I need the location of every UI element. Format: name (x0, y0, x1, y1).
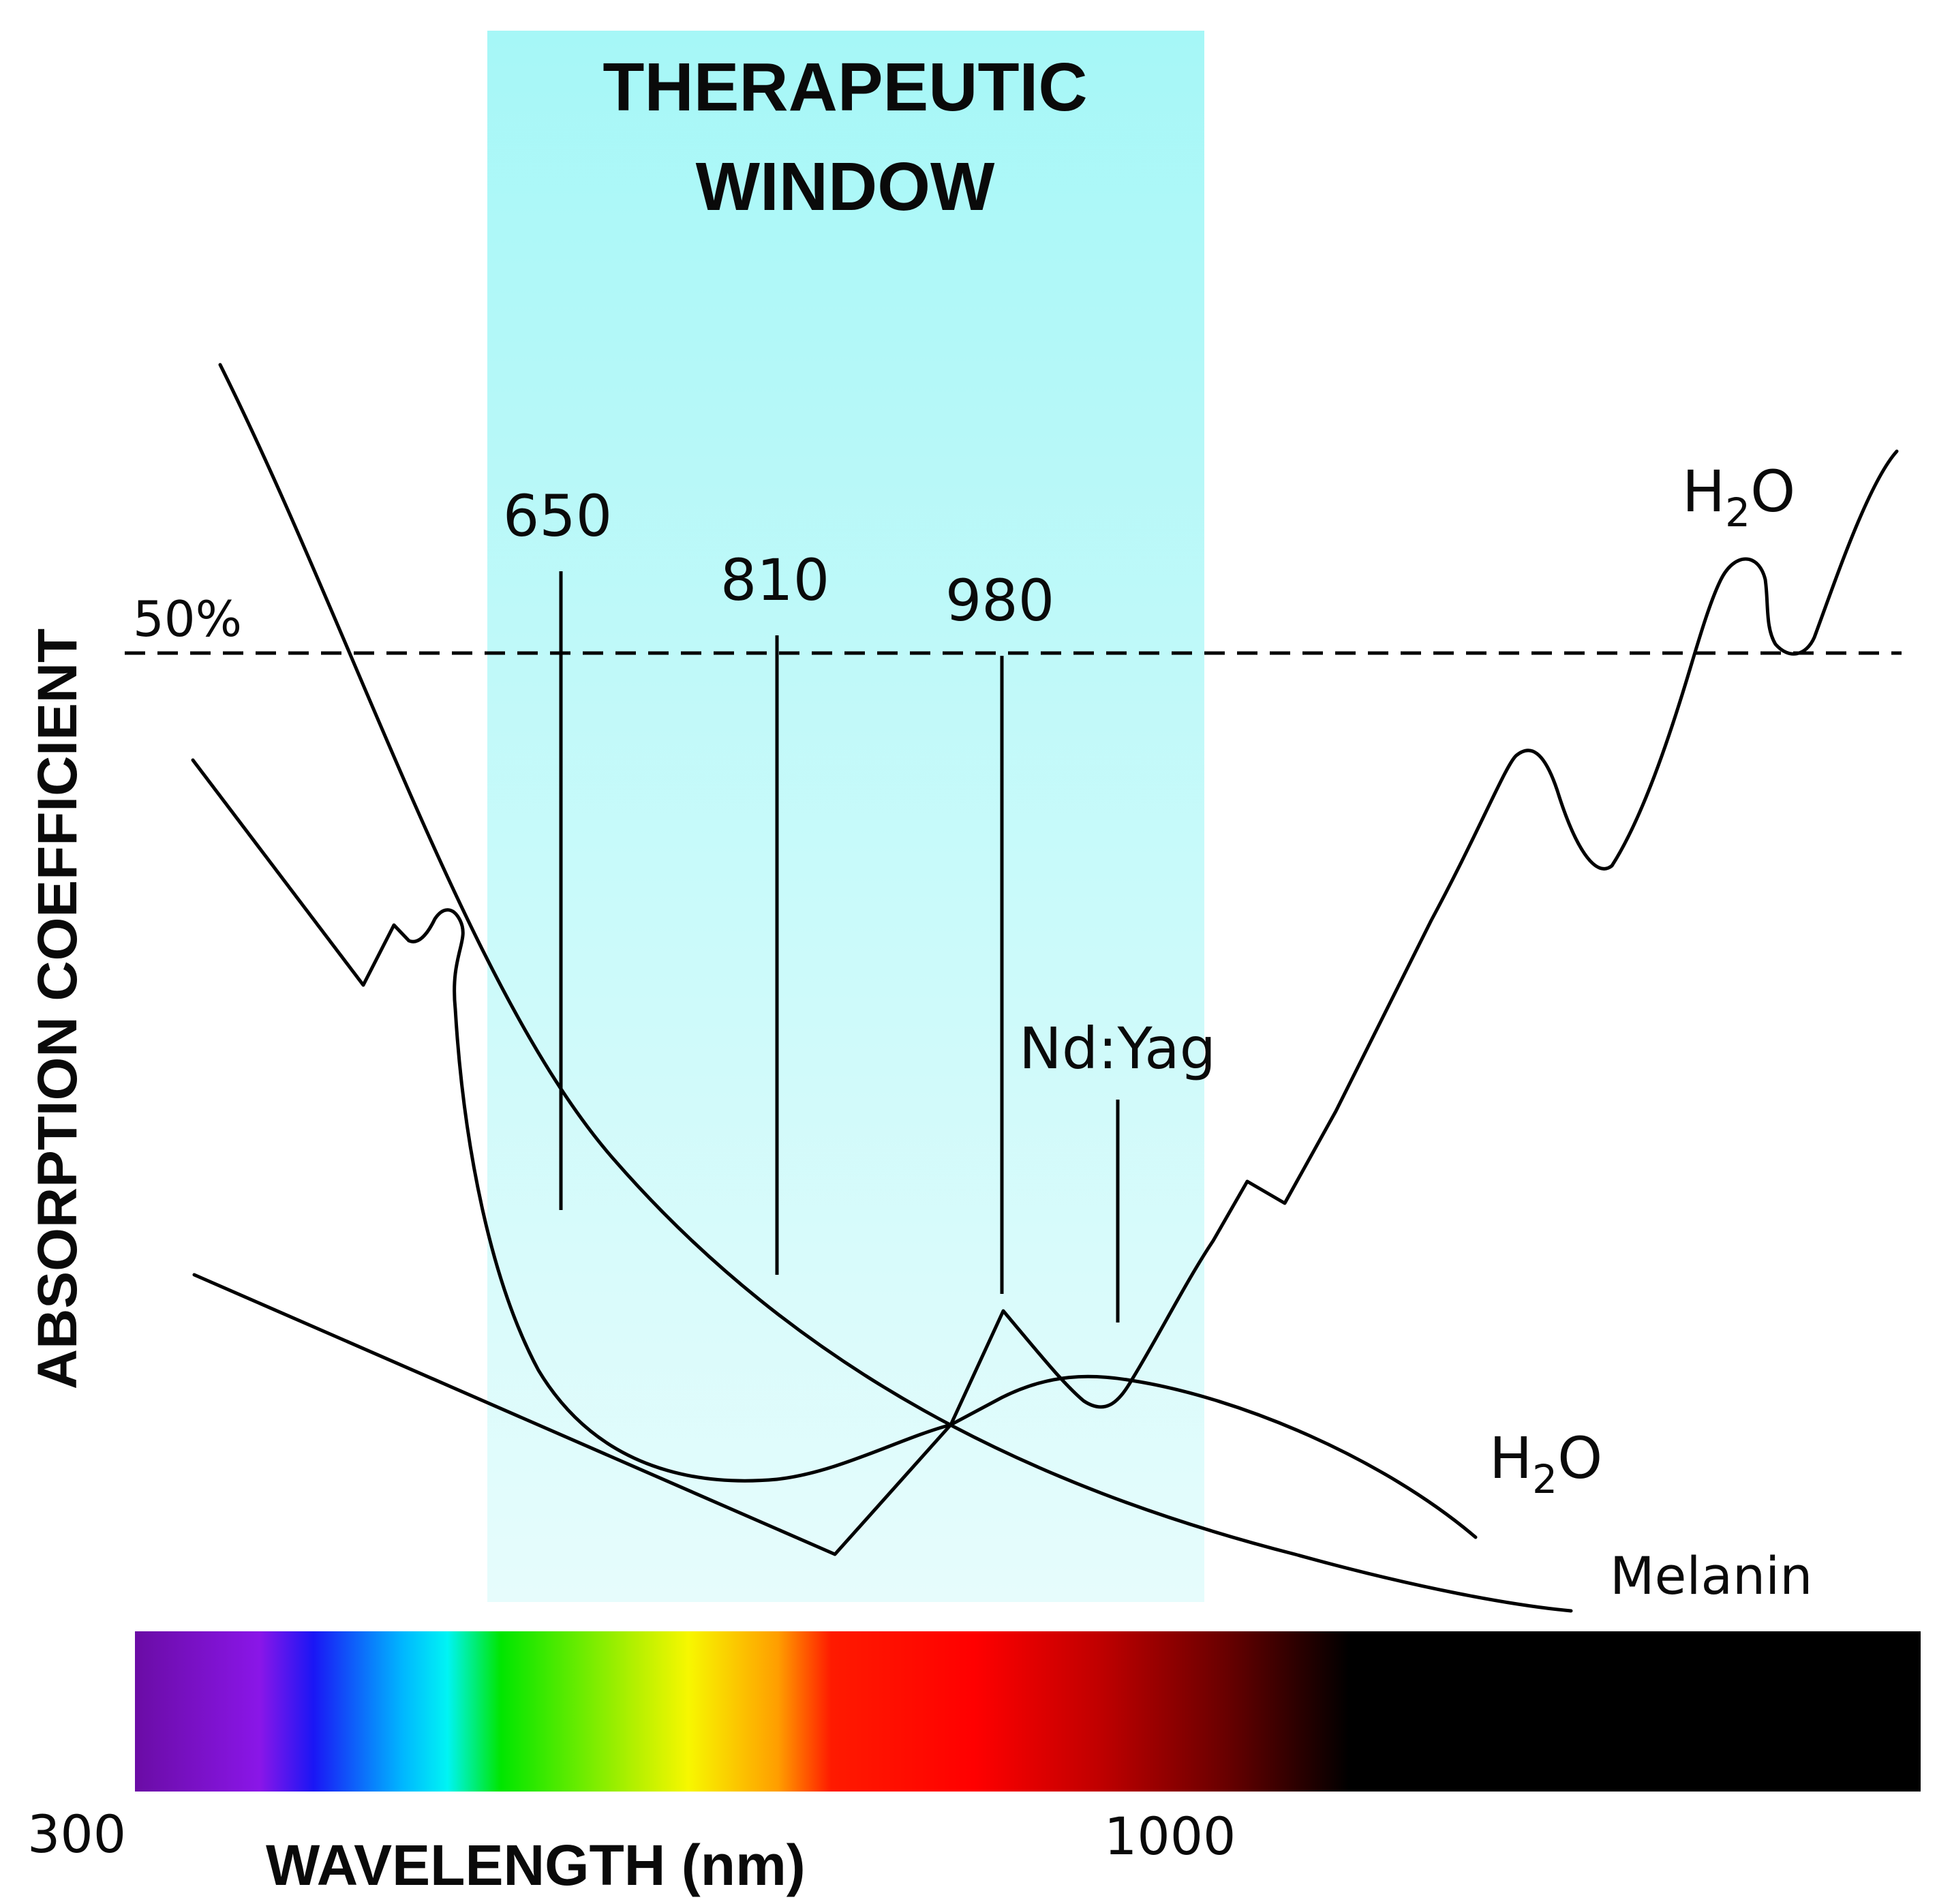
spectrum-bar (135, 1631, 1921, 1792)
x-tick-300: 300 (27, 1804, 126, 1864)
window-title-line2: WINDOW (696, 149, 995, 225)
melanin-curve (218, 363, 1573, 1613)
water-label-upper: H2O (1682, 458, 1795, 536)
tissue-absorption-curve (192, 449, 1899, 1556)
y-axis-label: ABSORPTION COEFFICIENT (27, 629, 89, 1389)
x-tick-1000: 1000 (1104, 1806, 1236, 1867)
window-title-line1: THERAPEUTIC (603, 49, 1087, 125)
water-label-lower: H2O (1489, 1425, 1602, 1502)
marker-label-810: 810 (720, 547, 829, 614)
melanin-label: Melanin (1610, 1545, 1812, 1606)
therapeutic-window-band (487, 31, 1204, 1602)
threshold-label: 50% (133, 590, 242, 648)
marker-label-980: 980 (945, 567, 1054, 634)
x-axis-label: WAVELENGTH (nm) (266, 1833, 806, 1897)
marker-label-650: 650 (503, 483, 612, 549)
marker-label-ndyag: Nd:Yag (1019, 1015, 1216, 1082)
